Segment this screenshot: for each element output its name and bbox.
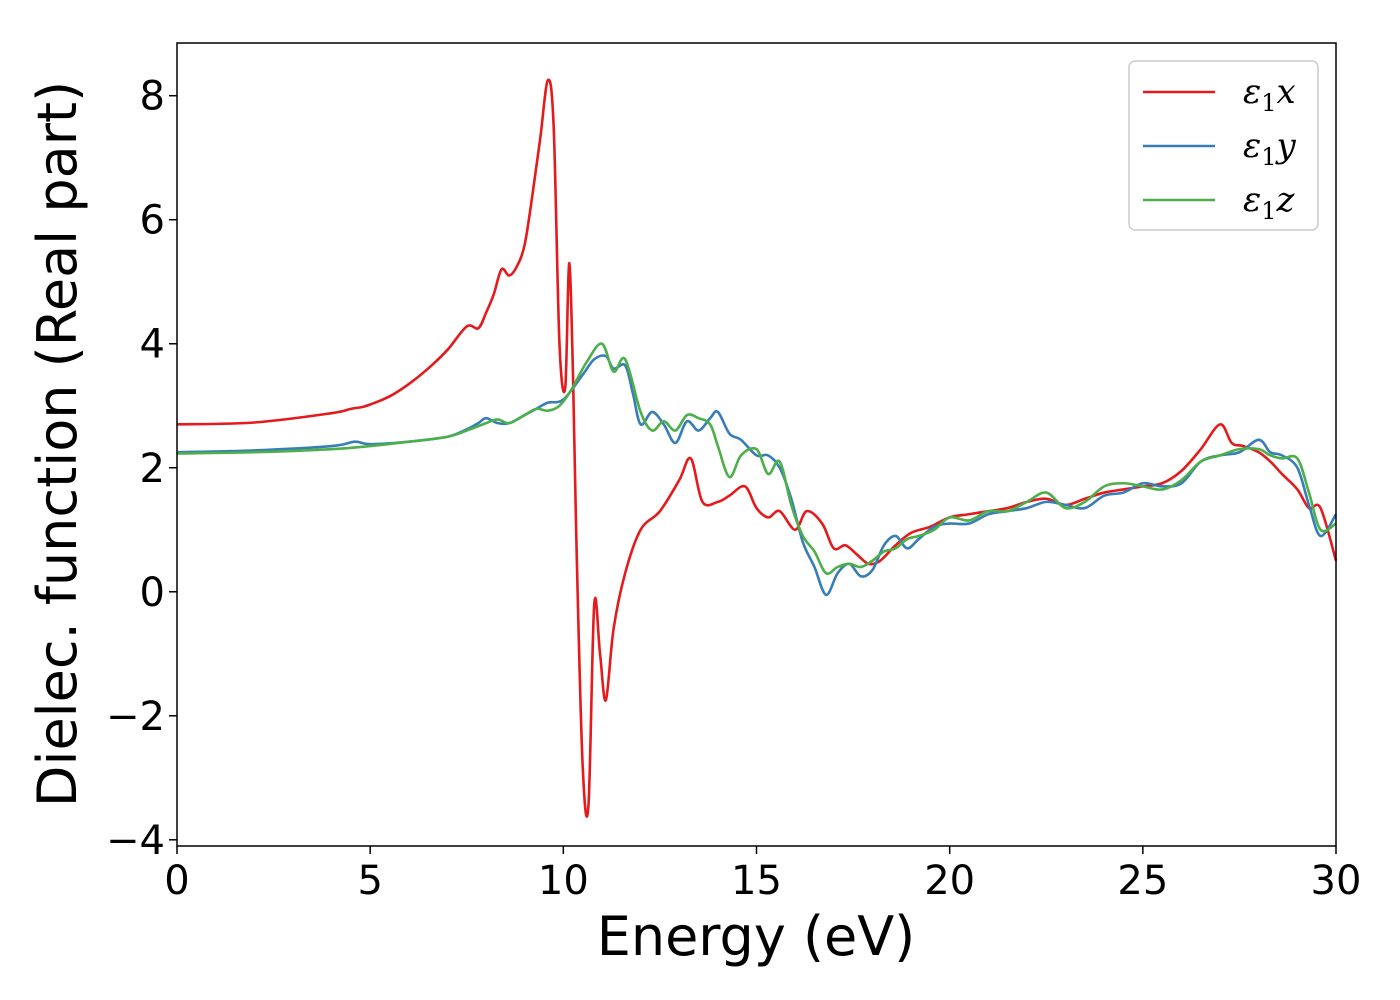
x-axis-title: Energy (eV)	[597, 905, 916, 968]
y-axis-ticks: −4 −2 0 2 4 6 8	[106, 74, 177, 864]
x-tick-label: 10	[538, 858, 589, 904]
series-line-x	[176, 78, 1338, 818]
x-tick-label: 25	[1117, 858, 1168, 904]
y-tick-label: 6	[140, 198, 165, 244]
x-tick-label: 20	[924, 858, 975, 904]
y-tick-label: 8	[140, 74, 165, 120]
x-tick-label: 30	[1311, 858, 1362, 904]
legend-label-y: ε1y	[1243, 126, 1297, 171]
y-axis-title: Dielec. function (Real part)	[26, 81, 89, 807]
x-axis-ticks: 0 5 10 15 20 25 30	[164, 846, 1361, 904]
y-tick-label: −2	[106, 694, 165, 740]
legend-box	[1128, 60, 1319, 231]
y-tick-label: 2	[140, 446, 165, 492]
legend: ε1x ε1y ε1z	[1128, 60, 1319, 231]
legend-label-x: ε1x	[1243, 72, 1296, 117]
x-tick-label: 0	[164, 858, 189, 904]
series-layer	[176, 78, 1338, 818]
y-tick-label: −4	[106, 818, 165, 864]
legend-label-z: ε1z	[1243, 180, 1296, 225]
series-line-z	[176, 342, 1337, 575]
y-tick-label: 4	[140, 322, 165, 368]
y-tick-label: 0	[140, 570, 165, 616]
x-tick-label: 15	[731, 858, 782, 904]
x-tick-label: 5	[357, 858, 382, 904]
